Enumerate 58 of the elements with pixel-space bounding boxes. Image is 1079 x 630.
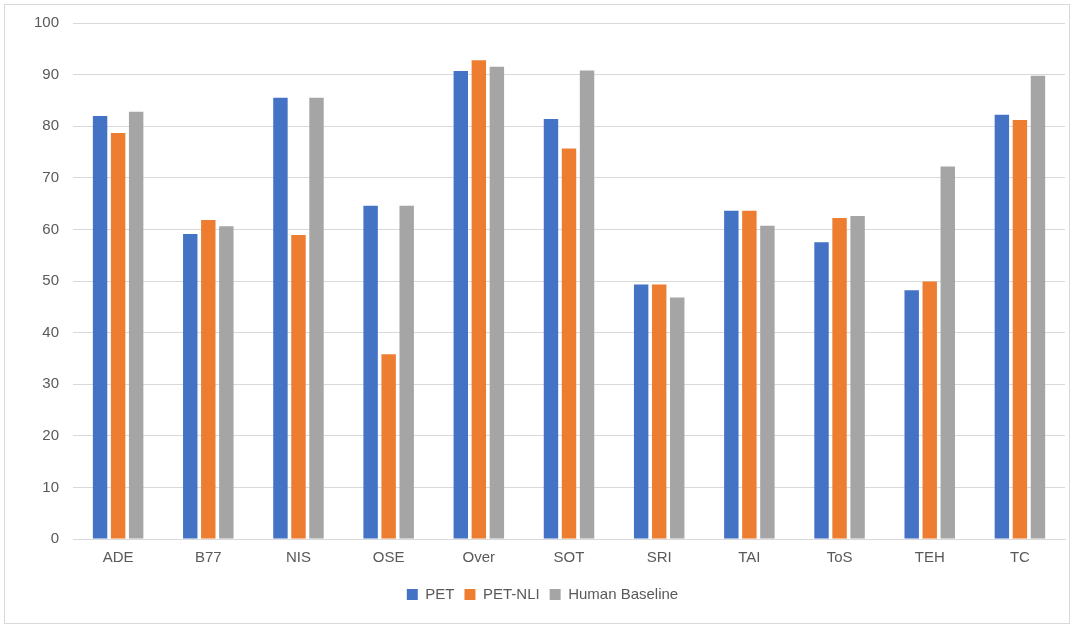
x-tick-label: TAI — [738, 548, 761, 566]
y-tick-label: 0 — [50, 529, 60, 547]
x-tick-label: Over — [462, 548, 496, 566]
bar — [651, 284, 667, 539]
bar — [471, 60, 487, 539]
bar — [579, 70, 595, 539]
bar — [904, 290, 919, 539]
bar — [724, 210, 739, 539]
bar — [291, 235, 306, 539]
y-tick-label: 40 — [42, 322, 60, 340]
y-tick-label: 50 — [42, 271, 60, 289]
bar — [453, 70, 469, 539]
bar — [92, 115, 108, 539]
bar — [561, 148, 577, 539]
x-tick-label: ADE — [102, 548, 134, 566]
x-tick-label: NIS — [285, 548, 311, 566]
x-tick-label: SRI — [646, 548, 672, 566]
x-tick-label: TEH — [914, 548, 945, 566]
bar — [850, 215, 865, 539]
x-tick-label: B77 — [194, 548, 222, 566]
bar — [309, 97, 324, 539]
bar — [363, 205, 378, 539]
bar — [201, 220, 216, 539]
y-tick-label: 10 — [42, 477, 60, 495]
bar — [814, 242, 829, 539]
bar — [994, 114, 1010, 539]
x-tick-label: SOT — [553, 548, 585, 566]
bar — [399, 205, 414, 539]
x-tick-label: ToS — [826, 548, 853, 566]
bar — [760, 225, 775, 539]
bar — [273, 97, 288, 539]
y-tick-label: 60 — [42, 219, 60, 237]
bar — [633, 284, 649, 539]
y-tick-label: 80 — [42, 116, 60, 134]
bar — [489, 66, 505, 539]
y-tick-label: 30 — [42, 374, 60, 392]
bar — [381, 354, 396, 539]
bar — [670, 297, 685, 539]
y-tick-label: 20 — [42, 425, 60, 443]
y-tick-label: 70 — [42, 167, 60, 185]
y-tick-label: 90 — [42, 64, 60, 82]
bar — [832, 218, 847, 539]
x-tick-label: OSE — [372, 548, 405, 566]
bar — [922, 281, 937, 539]
bar — [1030, 75, 1046, 539]
legend-label: Human Baseline — [568, 584, 679, 602]
x-tick-label: TC — [1009, 548, 1031, 566]
legend-label: PET-NLI — [482, 584, 540, 602]
bar — [1012, 120, 1028, 539]
bar — [742, 210, 757, 539]
bar — [940, 166, 955, 539]
bar — [128, 111, 144, 539]
y-tick-label: 100 — [34, 13, 60, 31]
legend-label: PET — [425, 584, 455, 602]
bar — [183, 234, 198, 539]
bar — [543, 118, 559, 539]
bar — [219, 226, 234, 539]
bar — [110, 132, 126, 539]
